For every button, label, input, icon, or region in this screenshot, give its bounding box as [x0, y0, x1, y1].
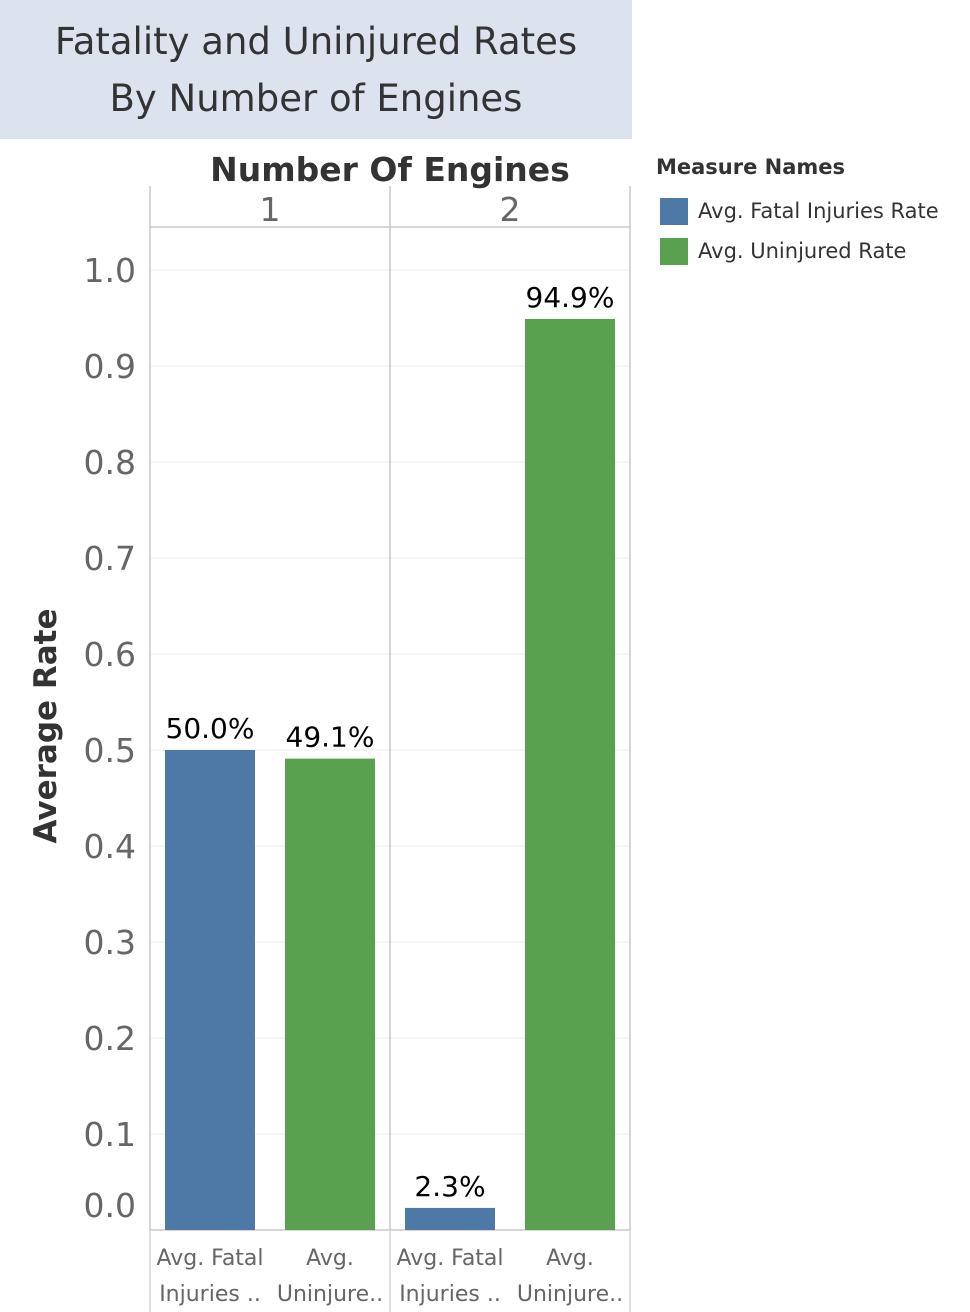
- legend-swatch-uninjured: [660, 237, 688, 265]
- column-header-title: Number Of Engines: [210, 150, 570, 189]
- y-tick-label: 0.8: [84, 443, 136, 482]
- y-tick-label: 0.6: [84, 635, 136, 674]
- y-tick-label: 0.1: [84, 1115, 136, 1154]
- y-tick-label: 0.3: [84, 923, 136, 962]
- data-label: 49.1%: [286, 721, 375, 754]
- y-tick-label: 0.4: [84, 827, 136, 866]
- pane-label: 1: [260, 190, 281, 229]
- y-tick-label: 0.5: [84, 731, 136, 770]
- legend-label-uninjured: Avg. Uninjured Rate: [698, 239, 907, 263]
- y-tick-label: 1.0: [84, 251, 136, 290]
- bar: [165, 750, 255, 1230]
- x-category-label: Avg.: [306, 1246, 354, 1271]
- chart-title-line-2: By Number of Engines: [109, 76, 523, 120]
- x-category-label: Avg.: [546, 1246, 594, 1271]
- legend: Measure Names Avg. Fatal Injuries Rate A…: [656, 155, 966, 271]
- data-label: 94.9%: [526, 281, 615, 314]
- y-tick-label: 0.9: [84, 347, 136, 386]
- x-category-label: Uninjure..: [277, 1282, 383, 1307]
- legend-label-fatal: Avg. Fatal Injuries Rate: [698, 199, 939, 223]
- legend-item-uninjured[interactable]: Avg. Uninjured Rate: [656, 231, 966, 271]
- x-category-label: Avg. Fatal: [396, 1246, 503, 1271]
- y-axis-title: Average Rate: [28, 609, 64, 844]
- data-label: 2.3%: [414, 1170, 485, 1203]
- bar: [285, 758, 375, 1230]
- legend-item-fatal[interactable]: Avg. Fatal Injuries Rate: [656, 191, 966, 231]
- y-tick-label: 0.7: [84, 539, 136, 578]
- y-tick-label: 0.0: [84, 1186, 136, 1225]
- bar: [405, 1207, 495, 1230]
- x-category-label: Avg. Fatal: [156, 1246, 263, 1271]
- bar: [525, 318, 615, 1231]
- chart-title: Fatality and Uninjured Rates By Number o…: [0, 0, 632, 139]
- pane-label: 2: [500, 190, 521, 229]
- x-category-label: Injuries ..: [399, 1282, 501, 1307]
- data-label: 50.0%: [166, 712, 255, 745]
- legend-title: Measure Names: [656, 155, 846, 179]
- legend-swatch-fatal: [660, 197, 688, 225]
- x-category-label: Uninjure..: [517, 1282, 623, 1307]
- y-tick-label: 0.2: [84, 1019, 136, 1058]
- x-category-label: Injuries ..: [159, 1282, 261, 1307]
- chart-title-line-1: Fatality and Uninjured Rates: [54, 19, 578, 63]
